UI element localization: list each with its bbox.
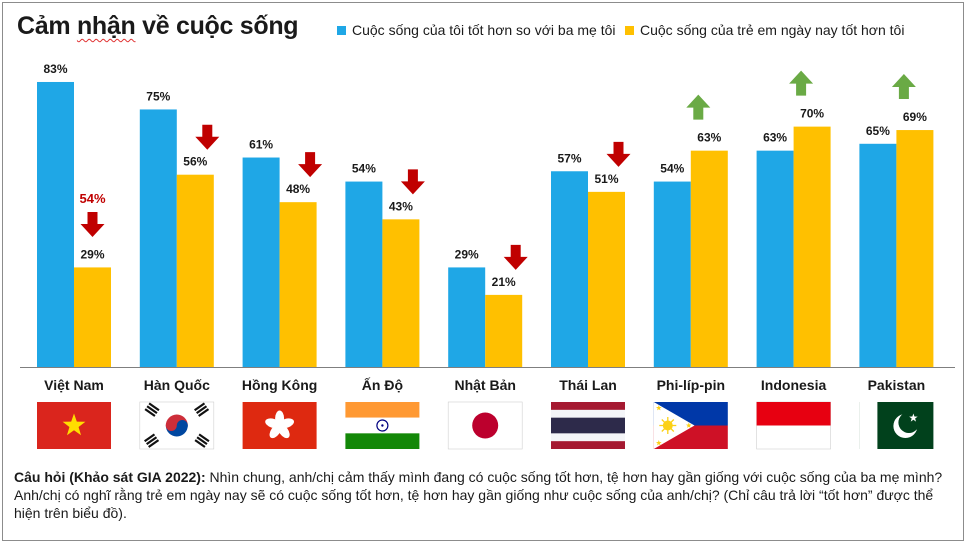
trend-down-arrow-1 <box>195 124 220 150</box>
japan-flag <box>447 401 523 450</box>
hong-kong-flag <box>242 402 317 449</box>
footnote: Câu hỏi (Khảo sát GIA 2022): Nhìn chung,… <box>14 468 959 522</box>
data-label-parents-0: 83% <box>43 62 67 76</box>
data-label-children-0: 29% <box>80 247 104 261</box>
category-label-7: Indonesia <box>761 377 827 393</box>
annotation-label-0: 54% <box>79 191 105 206</box>
footnote-text: Nhìn chung, anh/chị cảm thấy mình đang c… <box>14 469 943 521</box>
data-label-parents-6: 54% <box>660 162 684 176</box>
bar-parents-4 <box>448 267 486 367</box>
data-label-parents-5: 57% <box>557 151 581 165</box>
data-label-parents-3: 54% <box>352 162 376 176</box>
data-label-parents-2: 61% <box>249 138 273 152</box>
category-label-6: Phi-líp-pin <box>657 377 725 393</box>
bar-children-0 <box>74 267 111 367</box>
bar-parents-1 <box>139 109 177 367</box>
category-label-3: Ấn Độ <box>362 377 403 393</box>
data-label-children-2: 48% <box>286 182 310 196</box>
bar-children-2 <box>279 202 317 367</box>
title-text: Cảm nhận về cuộc sống <box>17 12 299 40</box>
vietnam-flag <box>37 402 111 449</box>
india-flag <box>345 402 420 449</box>
south-korea-flag <box>139 401 215 450</box>
trend-up-arrow-6 <box>686 94 711 120</box>
bar-parents-6 <box>653 181 691 367</box>
bar-children-8 <box>896 130 934 367</box>
bar-children-6 <box>690 150 728 367</box>
data-label-parents-8: 65% <box>866 124 890 138</box>
trend-up-arrow-7 <box>789 70 814 96</box>
legend-swatch-children <box>625 25 634 35</box>
trend-down-arrow-5 <box>606 141 631 167</box>
data-label-parents-4: 29% <box>455 247 479 261</box>
bar-parents-5 <box>551 171 588 367</box>
data-label-parents-1: 75% <box>146 89 170 103</box>
bar-children-1 <box>176 174 214 367</box>
category-label-1: Hàn Quốc <box>144 377 210 393</box>
data-label-parents-7: 63% <box>763 131 787 145</box>
chart-title: Cảm nhận về cuộc sống <box>17 12 299 41</box>
bar-children-7 <box>793 126 831 368</box>
bar-children-5 <box>588 191 625 367</box>
bar-children-3 <box>382 219 420 367</box>
bar-parents-7 <box>756 150 794 367</box>
bar-children-4 <box>485 294 523 367</box>
philippines-flag <box>653 402 728 449</box>
pakistan-flag <box>859 402 934 449</box>
data-label-children-7: 70% <box>800 107 824 121</box>
bar-parents-2 <box>242 157 280 367</box>
category-label-0: Việt Nam <box>44 377 104 393</box>
trend-down-arrow-0 <box>80 212 105 237</box>
data-label-children-8: 69% <box>903 110 927 124</box>
trend-down-arrow-4 <box>503 244 528 270</box>
footnote-question-label: Câu hỏi (Khảo sát GIA 2022): <box>14 469 206 485</box>
category-label-4: Nhật Bản <box>454 377 515 393</box>
data-label-children-1: 56% <box>183 155 207 169</box>
bar-chart: 83% 29% 54% Việt Nam 75% 56% Hàn Quốc 61% 48% Hồn… <box>20 62 955 450</box>
legend-swatch-parents <box>337 25 346 35</box>
thailand-flag <box>551 402 625 449</box>
data-label-children-5: 51% <box>594 172 618 186</box>
trend-down-arrow-3 <box>400 169 425 195</box>
data-label-children-6: 63% <box>697 131 721 145</box>
legend-item-children: Cuộc sống của trẻ em ngày nay tốt hơn tô… <box>625 22 904 38</box>
bar-parents-8 <box>859 143 897 367</box>
indonesia-flag <box>756 401 831 450</box>
data-label-children-4: 21% <box>492 275 516 289</box>
trend-up-arrow-8 <box>891 74 916 100</box>
bar-parents-3 <box>345 181 383 367</box>
trend-down-arrow-2 <box>298 152 323 178</box>
legend-label-parents: Cuộc sống của tôi tốt hơn so với ba mẹ t… <box>352 22 616 38</box>
category-label-8: Pakistan <box>868 377 926 393</box>
title-underlined-word: nhận <box>76 12 136 40</box>
bar-parents-0 <box>37 81 74 367</box>
legend-label-children: Cuộc sống của trẻ em ngày nay tốt hơn tô… <box>640 22 905 38</box>
data-label-children-3: 43% <box>389 199 413 213</box>
legend-item-parents: Cuộc sống của tôi tốt hơn so với ba mẹ t… <box>337 22 616 38</box>
category-label-2: Hồng Kông <box>242 377 317 393</box>
category-label-5: Thái Lan <box>559 377 617 393</box>
